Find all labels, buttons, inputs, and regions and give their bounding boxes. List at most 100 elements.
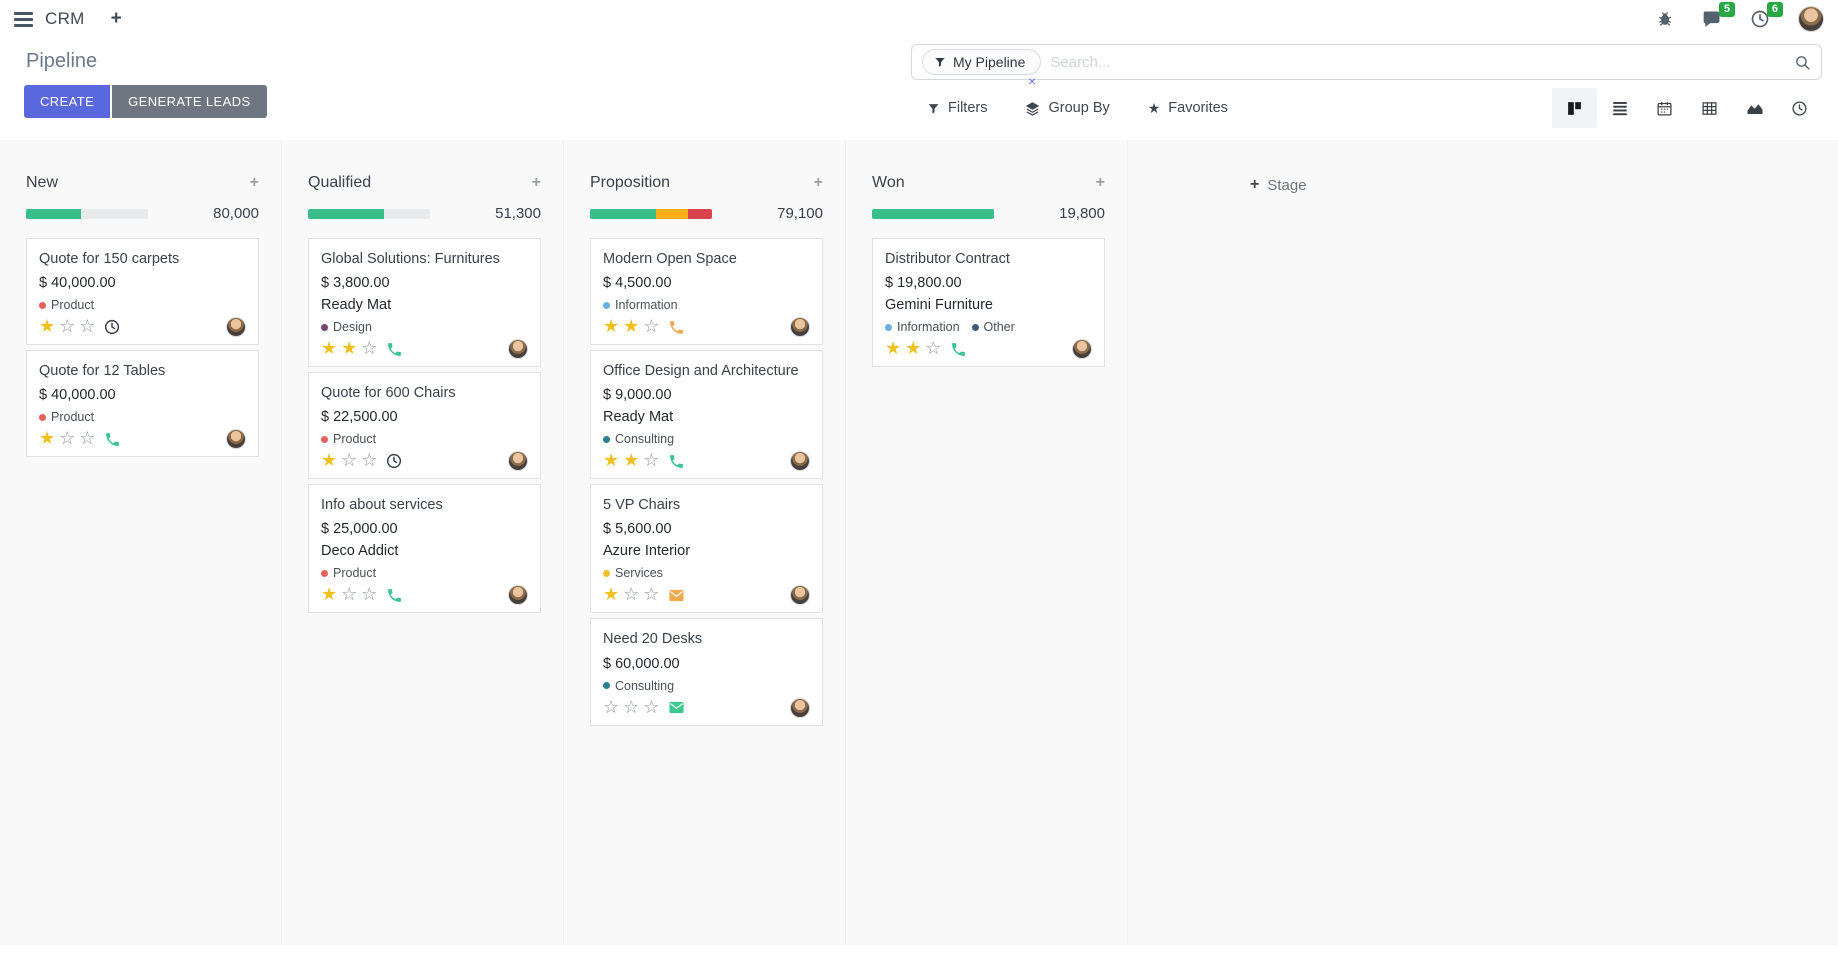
salesperson-avatar[interactable] [790, 451, 810, 472]
priority-star[interactable]: ★ [321, 338, 338, 360]
priority-star[interactable]: ☆ [341, 584, 358, 606]
priority-star[interactable]: ★ [341, 338, 358, 360]
column-title[interactable]: New [26, 174, 59, 191]
activity-view-button[interactable] [1777, 88, 1822, 128]
create-button[interactable]: CREATE [24, 85, 111, 118]
salesperson-avatar[interactable] [508, 451, 528, 472]
priority-star[interactable]: ★ [603, 450, 620, 472]
app-name[interactable]: CRM [45, 9, 85, 28]
priority-star[interactable]: ★ [623, 316, 640, 338]
priority-star[interactable]: ☆ [643, 450, 660, 472]
kanban-card[interactable]: Modern Open Space $ 4,500.00 Information… [590, 238, 823, 346]
column-progressbar[interactable] [872, 208, 994, 219]
facet-remove-icon[interactable]: × [1028, 73, 1037, 89]
phone-activity-icon[interactable] [386, 587, 403, 604]
kanban-card[interactable]: Global Solutions: Furnitures $ 3,800.00 … [308, 238, 541, 368]
column-progressbar[interactable] [26, 208, 148, 219]
phone-activity-icon[interactable] [386, 341, 403, 358]
kanban-card[interactable]: 5 VP Chairs $ 5,600.00 Azure Interior Se… [590, 484, 823, 614]
column-title[interactable]: Won [872, 174, 905, 191]
column-add-icon[interactable]: + [813, 174, 823, 191]
search-bar[interactable]: My Pipeline × [911, 44, 1822, 88]
calendar-view-button[interactable] [1642, 88, 1687, 128]
salesperson-avatar[interactable] [1072, 339, 1092, 360]
phone-activity-icon[interactable] [668, 453, 685, 470]
kanban-card[interactable]: Quote for 600 Chairs $ 22,500.00 Product… [308, 372, 541, 480]
priority-star[interactable]: ★ [603, 584, 620, 606]
progress-segment[interactable] [308, 208, 384, 219]
priority-star[interactable]: ☆ [79, 428, 96, 450]
priority-star[interactable]: ☆ [79, 316, 96, 338]
add-stage-button[interactable]: + Stage [1250, 176, 1307, 194]
search-icon[interactable] [1794, 54, 1811, 71]
priority-star[interactable]: ★ [905, 338, 922, 360]
debug-bug-icon[interactable] [1656, 10, 1674, 28]
group-by-button[interactable]: Group By [1025, 100, 1110, 116]
graph-view-button[interactable] [1732, 88, 1777, 128]
phone-activity-icon[interactable] [104, 431, 121, 448]
clock-activity-icon[interactable] [386, 453, 402, 469]
search-facet-my-pipeline[interactable]: My Pipeline [922, 49, 1042, 75]
search-input[interactable] [1050, 53, 1794, 71]
column-title[interactable]: Qualified [308, 174, 372, 191]
priority-star[interactable]: ☆ [59, 428, 76, 450]
salesperson-avatar[interactable] [508, 585, 528, 606]
priority-star[interactable]: ☆ [603, 696, 620, 718]
kanban-card[interactable]: Quote for 12 Tables $ 40,000.00 Product … [26, 350, 259, 458]
apps-menu-icon[interactable] [14, 11, 33, 27]
priority-star[interactable]: ★ [603, 316, 620, 338]
salesperson-avatar[interactable] [508, 339, 528, 360]
priority-star[interactable]: ★ [321, 584, 338, 606]
priority-star[interactable]: ☆ [361, 338, 378, 360]
priority-star[interactable]: ★ [39, 316, 56, 338]
salesperson-avatar[interactable] [790, 317, 810, 338]
priority-star[interactable]: ☆ [623, 696, 640, 718]
filters-button[interactable]: Filters [927, 100, 987, 116]
activities-clock-icon[interactable]: 6 [1750, 2, 1783, 29]
envelope-activity-icon[interactable] [668, 587, 685, 604]
salesperson-avatar[interactable] [790, 697, 810, 718]
envelope-activity-icon[interactable] [668, 699, 685, 716]
generate-leads-button[interactable]: GENERATE LEADS [112, 85, 267, 118]
salesperson-avatar[interactable] [790, 585, 810, 606]
priority-star[interactable]: ☆ [341, 450, 358, 472]
column-add-icon[interactable]: + [249, 174, 259, 191]
kanban-card[interactable]: Need 20 Desks $ 60,000.00 Consulting ☆ ☆ ☆ [590, 618, 823, 726]
clock-activity-icon[interactable] [104, 319, 120, 335]
priority-star[interactable]: ☆ [643, 584, 660, 606]
phone-activity-icon[interactable] [950, 341, 967, 358]
column-progressbar[interactable] [590, 208, 712, 219]
user-avatar[interactable] [1798, 6, 1824, 32]
progress-segment[interactable] [687, 208, 712, 219]
kanban-card[interactable]: Distributor Contract $ 19,800.00 Gemini … [872, 238, 1105, 368]
column-title[interactable]: Proposition [590, 174, 671, 191]
progress-segment[interactable] [655, 208, 688, 219]
column-progressbar[interactable] [308, 208, 430, 219]
kanban-card[interactable]: Office Design and Architecture $ 9,000.0… [590, 350, 823, 480]
salesperson-avatar[interactable] [226, 317, 246, 338]
priority-star[interactable]: ★ [623, 450, 640, 472]
phone-activity-icon[interactable] [668, 319, 685, 336]
kanban-view-button[interactable] [1552, 88, 1597, 128]
favorites-button[interactable]: ★ Favorites [1148, 100, 1228, 117]
priority-star[interactable]: ☆ [361, 584, 378, 606]
progress-segment[interactable] [590, 208, 656, 219]
column-add-icon[interactable]: + [1095, 174, 1105, 191]
priority-star[interactable]: ☆ [361, 450, 378, 472]
priority-star[interactable]: ☆ [643, 316, 660, 338]
priority-star[interactable]: ☆ [643, 696, 660, 718]
kanban-card[interactable]: Info about services $ 25,000.00 Deco Add… [308, 484, 541, 614]
priority-star[interactable]: ☆ [623, 584, 640, 606]
progress-segment[interactable] [26, 208, 81, 219]
new-record-icon[interactable]: + [110, 8, 122, 29]
priority-star[interactable]: ★ [39, 428, 56, 450]
priority-star[interactable]: ☆ [59, 316, 76, 338]
progress-segment[interactable] [872, 208, 994, 219]
priority-star[interactable]: ★ [885, 338, 902, 360]
pivot-view-button[interactable] [1687, 88, 1732, 128]
messages-icon[interactable]: 5 [1702, 2, 1735, 29]
salesperson-avatar[interactable] [226, 429, 246, 450]
kanban-card[interactable]: Quote for 150 carpets $ 40,000.00 Produc… [26, 238, 259, 346]
column-add-icon[interactable]: + [531, 174, 541, 191]
priority-star[interactable]: ☆ [925, 338, 942, 360]
